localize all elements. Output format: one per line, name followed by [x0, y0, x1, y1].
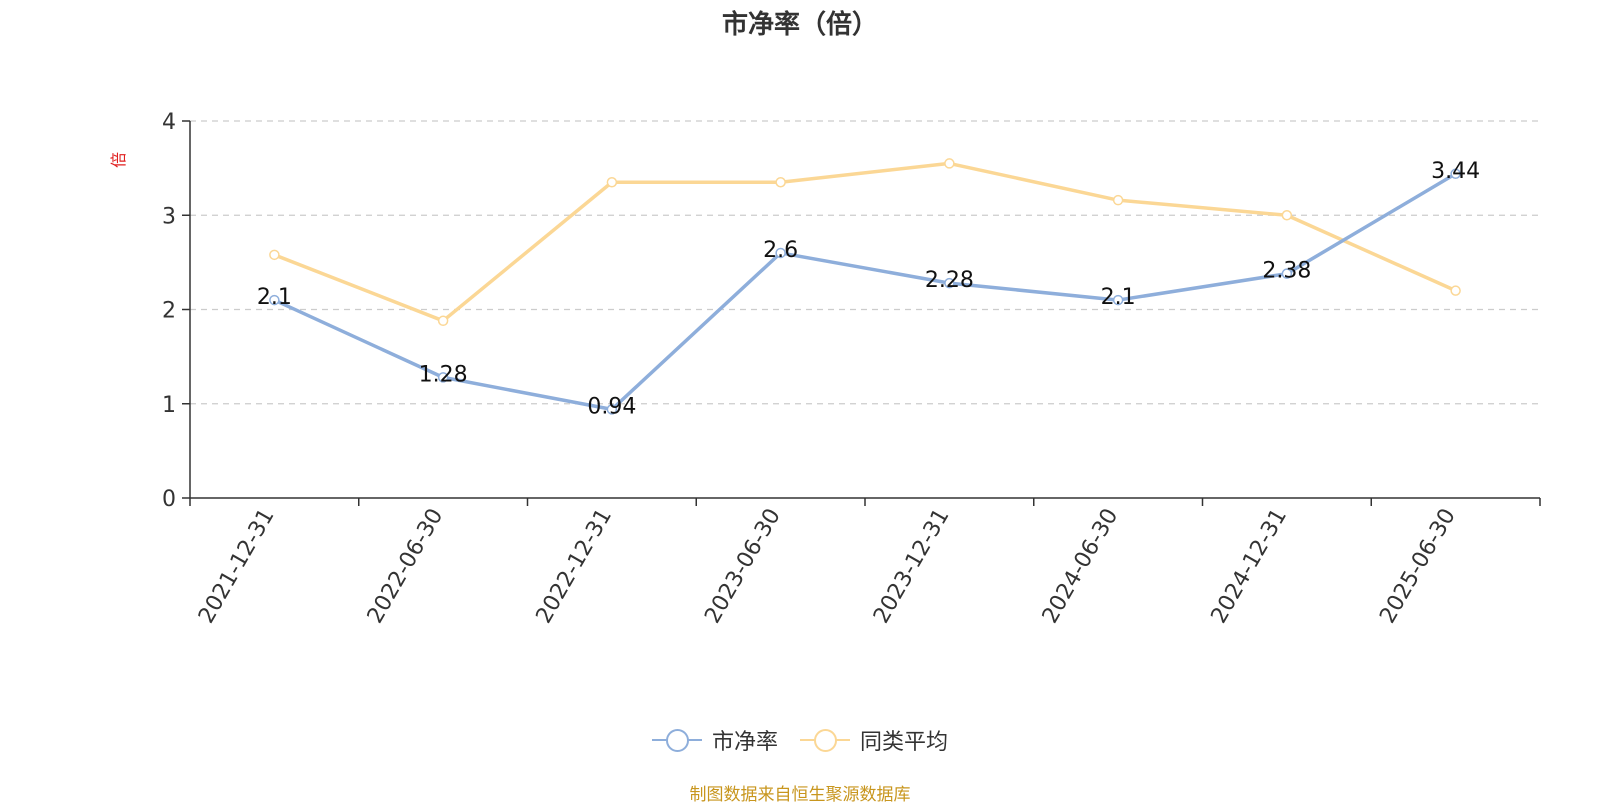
y-axis-label: 倍 — [109, 152, 128, 168]
legend-item-series-1[interactable]: 市净率 — [651, 724, 778, 756]
legend-label-series-1: 市净率 — [711, 730, 778, 755]
y-tick-label: 2 — [162, 299, 176, 324]
data-label: 1.28 — [419, 362, 468, 387]
grid-lines — [190, 120, 1540, 405]
data-point-series-1 — [775, 247, 786, 259]
data-point-series-2 — [437, 315, 449, 327]
data-point-series-2 — [1112, 194, 1124, 206]
legend-item-series-2[interactable]: 同类平均 — [800, 724, 948, 756]
x-tick-label: 2025-06-30 — [1375, 505, 1461, 628]
data-label: 2.1 — [257, 285, 292, 310]
data-point-series-2 — [775, 177, 786, 188]
x-tick-label: 2021-12-31 — [194, 505, 280, 628]
data-labels: 2.1 1.28 0.94 2.6 2.28 2.1 2.38 3.44 — [257, 159, 1480, 420]
data-point-series-1 — [944, 277, 955, 289]
data-label: 0.94 — [587, 394, 636, 419]
data-point-series-2 — [269, 249, 280, 261]
legend-marker-series-2 — [800, 728, 850, 752]
series-line-2 — [273, 161, 1457, 323]
data-label: 2.28 — [925, 268, 974, 293]
x-tick-label: 2024-06-30 — [1038, 505, 1124, 628]
series-line-1 — [273, 172, 1457, 412]
y-tick-label: 3 — [162, 204, 176, 229]
data-point-series-2 — [1450, 285, 1461, 296]
x-tick-label: 2023-06-30 — [700, 505, 786, 628]
data-point-series-2 — [606, 177, 618, 188]
data-point-series-1 — [1450, 168, 1461, 180]
data-label: 2.38 — [1262, 259, 1311, 284]
series-lines — [269, 158, 1461, 415]
legend-marker-series-1 — [651, 728, 702, 752]
data-point-series-2 — [944, 158, 955, 169]
data-point-series-1 — [437, 372, 449, 383]
data-point-series-1 — [1112, 294, 1124, 306]
y-tick-label: 4 — [162, 110, 176, 135]
chart-title: 市净率（倍） — [721, 10, 878, 40]
data-label: 2.6 — [763, 238, 798, 263]
legend-label-series-2: 同类平均 — [860, 730, 949, 755]
legend: 市净率 同类平均 — [0, 724, 1600, 756]
x-tick-label: 2024-12-31 — [1206, 505, 1292, 628]
source-note: 制图数据来自恒生聚源数据库 — [689, 785, 911, 805]
axes: 0 1 2 3 4 倍 2021-12-31 2022-06-30 2022-12-31 2023… — [109, 110, 1541, 628]
data-point-series-1 — [606, 404, 618, 415]
data-label: 3.44 — [1431, 159, 1480, 184]
x-tick-label: 2022-12-31 — [531, 505, 617, 628]
data-point-series-1 — [269, 294, 280, 306]
x-tick-label: 2023-12-31 — [869, 505, 955, 628]
data-point-series-2 — [1281, 210, 1293, 221]
y-tick-label: 1 — [162, 393, 176, 418]
x-tick-label: 2022-06-30 — [363, 505, 449, 628]
data-label: 2.1 — [1101, 285, 1136, 310]
data-point-series-1 — [1281, 268, 1293, 279]
y-tick-label: 0 — [162, 487, 176, 512]
